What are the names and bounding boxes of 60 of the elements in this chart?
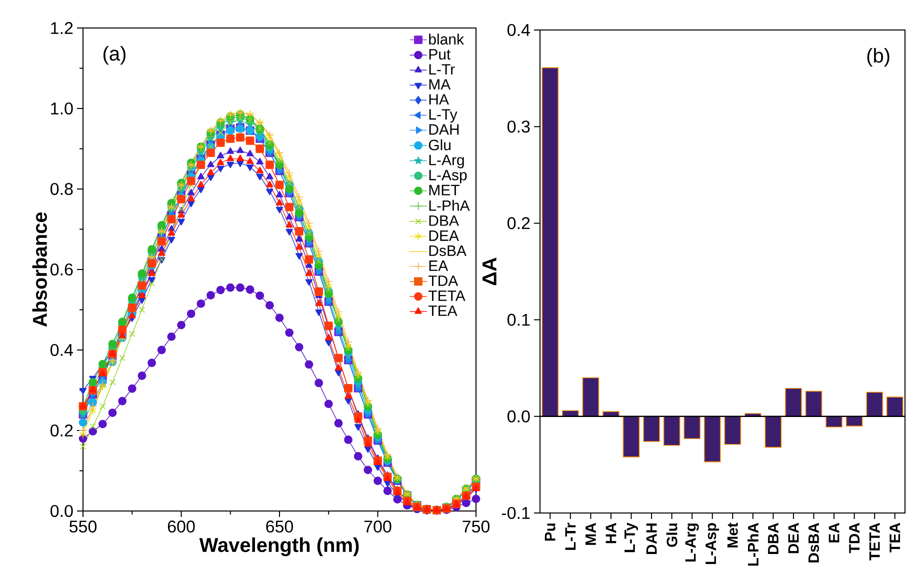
x-tick-label: Pu	[544, 524, 556, 541]
legend-label: HA	[429, 94, 449, 105]
x-tick-label: 600	[168, 520, 195, 533]
x-tick-label: 550	[70, 520, 97, 533]
y-tick-label: -0.1	[502, 506, 530, 520]
legend-label: blank	[429, 34, 464, 45]
x-tick-label: DEA	[788, 522, 799, 554]
y-tick-label: 0.1	[508, 314, 530, 326]
y-tick-label: 0.0	[50, 504, 73, 518]
x-tick-label: DAH	[646, 524, 657, 554]
y-axis-title: ΔA	[482, 258, 496, 286]
legend-label: Put	[429, 49, 451, 60]
x-tick-label: L-PhA	[747, 522, 758, 566]
y-tick-label: 0.0	[508, 410, 530, 422]
legend-label: TEA	[428, 306, 458, 316]
y-tick-label: 0.3	[508, 120, 530, 133]
y-tick-label: 1.0	[51, 102, 73, 115]
y-axis-title: Absorbance	[32, 212, 47, 327]
legend-label: L-PhA	[429, 200, 470, 211]
legend-label: L-Asp	[429, 170, 467, 184]
x-tick-label: 700	[364, 520, 392, 533]
legend-label: DsBA	[429, 246, 466, 256]
x-tick-label: TETA	[869, 522, 880, 560]
x-axis-title: Wavelength (nm)	[199, 537, 359, 556]
legend-label: MET	[429, 184, 460, 196]
x-tick-label: TDA	[849, 522, 860, 554]
annotation: (a)	[103, 46, 126, 65]
x-tick-label: L-Arg	[685, 524, 699, 562]
x-tick-label: 650	[266, 520, 294, 533]
x-tick-label: L-Asp	[706, 523, 720, 564]
x-tick-label: MA	[586, 522, 596, 545]
x-tick-label: DsBA	[808, 522, 819, 562]
legend-label: Glu	[428, 139, 450, 150]
x-tick-label: TEA	[890, 522, 900, 552]
x-tick-label: DBA	[768, 522, 778, 554]
x-tick-label: 750	[462, 520, 490, 533]
y-tick-label: 0.4	[508, 24, 530, 36]
x-tick-label: HA	[606, 522, 616, 544]
legend-label: EA	[429, 260, 448, 271]
y-tick-label: 0.8	[50, 182, 73, 196]
x-tick-label: L-Ty	[624, 522, 638, 552]
y-tick-label: 0.2	[50, 424, 73, 437]
x-tick-label: Met	[727, 522, 738, 548]
legend-label: L-Arg	[429, 154, 464, 168]
legend-label: DAH	[429, 124, 459, 135]
annotation: (b)	[867, 48, 890, 67]
legend-label: DEA	[429, 230, 459, 241]
legend-label: TETA	[428, 290, 466, 301]
y-tick-label: 1.2	[51, 22, 73, 34]
legend-label: TDA	[428, 276, 458, 286]
y-tick-label: 0.2	[508, 217, 530, 230]
y-tick-label: 0.4	[50, 344, 73, 356]
legend-label: L-Tr	[429, 64, 455, 75]
x-tick-label: EA	[828, 522, 840, 542]
x-tick-label: Glu	[666, 524, 678, 547]
x-tick-label: L-Tr	[565, 522, 576, 550]
legend-label: MA	[429, 79, 451, 90]
legend-label: L-Ty	[429, 109, 458, 123]
legend-label: DBA	[429, 215, 459, 226]
y-tick-label: 0.6	[50, 263, 73, 276]
